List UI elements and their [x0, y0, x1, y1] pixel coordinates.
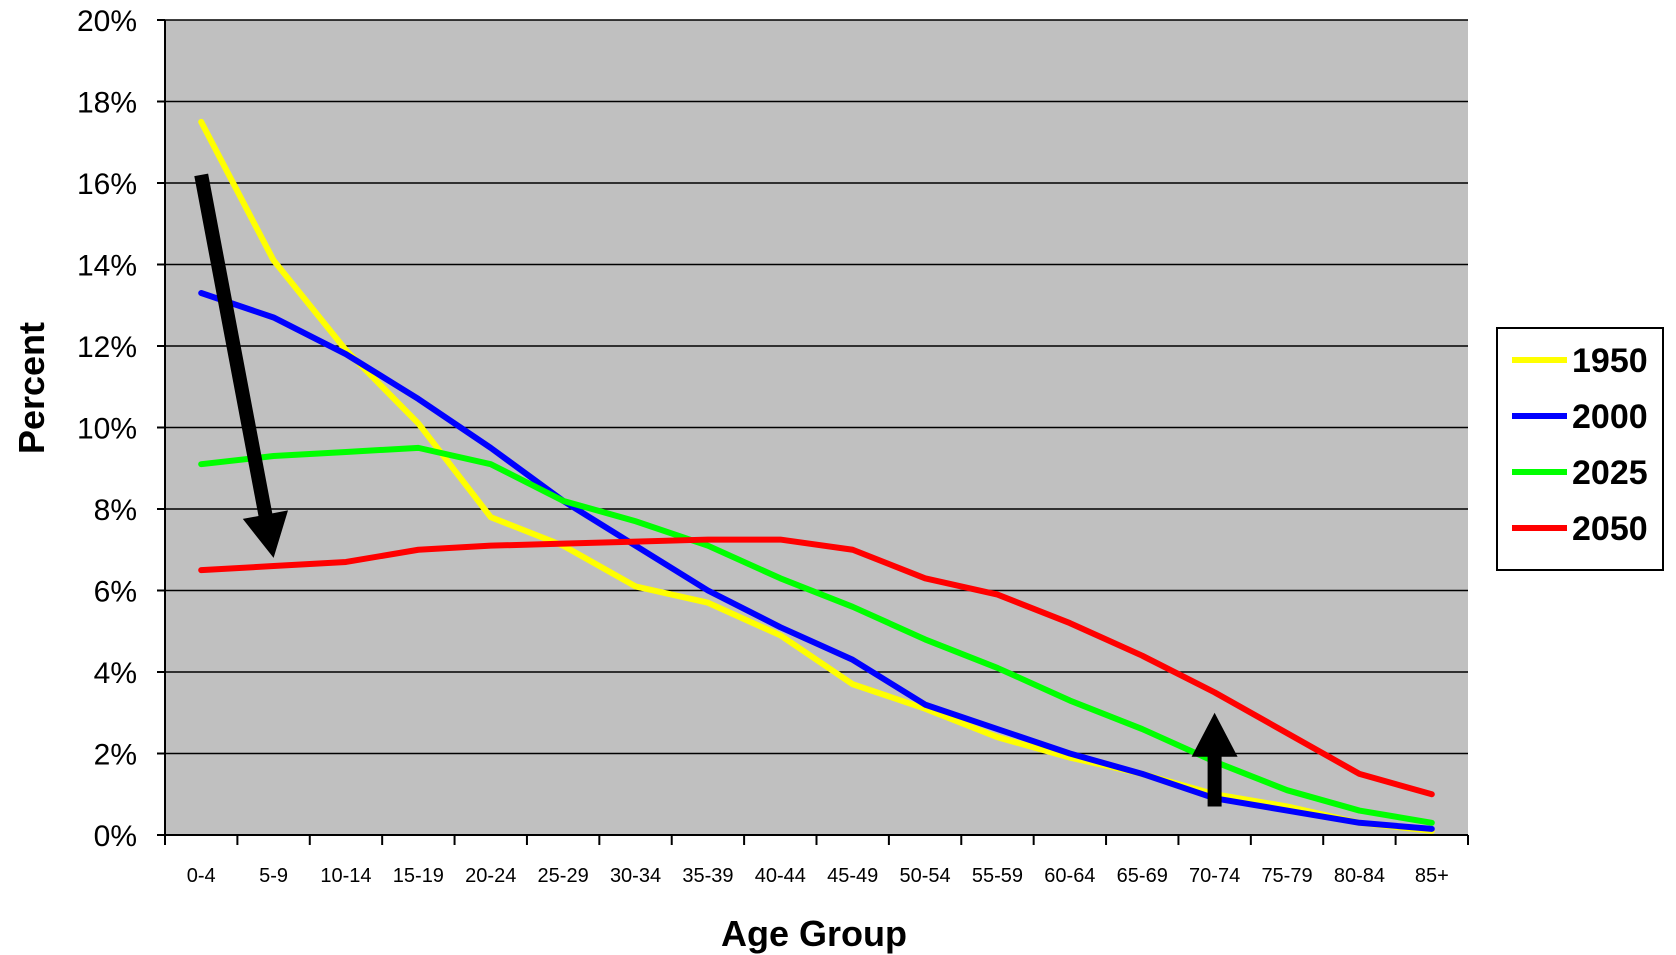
x-axis-title: Age Group: [721, 913, 907, 954]
series-line-2000: [198, 290, 1435, 832]
series-line-2025: [198, 444, 1435, 826]
x-tick-label: 70-74: [1189, 865, 1240, 887]
y-tick-label: 8%: [94, 494, 137, 527]
x-axis: 0-4 5-9 10-14 15-19 20-24 25-29 30-34 35-39 40-4…: [164, 834, 1469, 887]
x-tick-label: 75-79: [1261, 865, 1312, 887]
legend: 1950 2000 2025 2050: [1496, 327, 1664, 571]
legend-label-2050: 2050: [1572, 510, 1648, 548]
arrow-down: [194, 173, 288, 558]
x-tick-label: 20-24: [465, 865, 516, 887]
x-tick-label: 30-34: [610, 865, 661, 887]
y-tick-label: 14%: [77, 250, 137, 283]
arrow-up: [1191, 712, 1238, 807]
x-tick-label: 45-49: [827, 865, 878, 887]
y-axis-title: Percent: [11, 322, 52, 454]
y-tick-label: 10%: [77, 413, 137, 446]
series-line-2050: [198, 536, 1435, 798]
x-tick-label: 0-4: [187, 865, 216, 887]
x-tick-label: 85+: [1415, 865, 1449, 887]
y-tick-label: 20%: [77, 5, 137, 38]
x-tick-label: 55-59: [972, 865, 1023, 887]
series-lines: [198, 118, 1435, 834]
y-tick-label: 4%: [94, 657, 137, 690]
y-tick-label: 6%: [94, 576, 137, 609]
y-tick-label: 12%: [77, 331, 137, 364]
x-tick-label: 65-69: [1117, 865, 1168, 887]
annotation-arrows: [194, 173, 1238, 807]
x-tick-label: 15-19: [393, 865, 444, 887]
y-tick-label: 2%: [94, 739, 137, 772]
x-tick-label: 50-54: [900, 865, 951, 887]
legend-label-1950: 1950: [1572, 342, 1648, 380]
legend-label-2025: 2025: [1572, 454, 1648, 492]
x-tick-label: 60-64: [1044, 865, 1095, 887]
x-tick-label: 40-44: [755, 865, 806, 887]
x-tick-label: 35-39: [682, 865, 733, 887]
y-tick-label: 16%: [77, 168, 137, 201]
x-tick-label: 80-84: [1334, 865, 1385, 887]
series-line-1950: [198, 118, 1435, 834]
y-tick-label: 18%: [77, 87, 137, 120]
y-tick-label: 0%: [94, 820, 137, 853]
x-tick-label: 25-29: [538, 865, 589, 887]
x-tick-label: 5-9: [259, 865, 288, 887]
x-tick-label: 10-14: [320, 865, 371, 887]
y-axis: 0% 2% 4% 6% 8% 10% 12% 14% 16% 18% 20%: [77, 5, 166, 853]
legend-label-2000: 2000: [1572, 398, 1648, 436]
